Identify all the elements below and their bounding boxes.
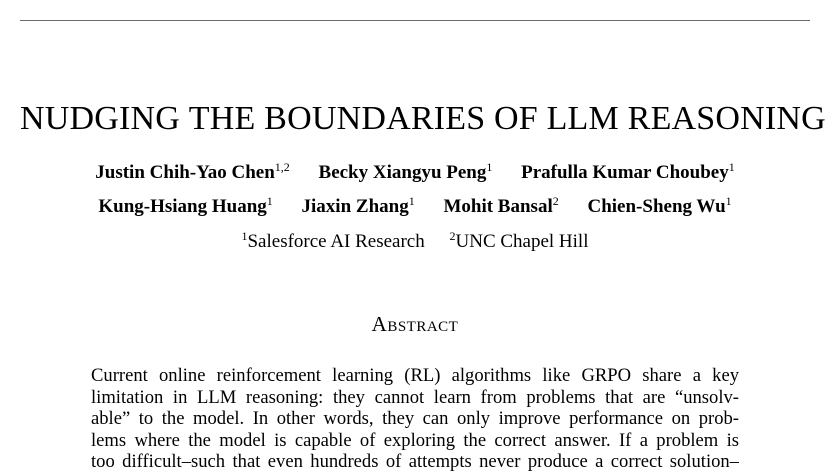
author-list-row-2: Kung-Hsiang Huang1 Jiaxin Zhang1 Mohit B… [0,194,830,218]
author-affiliation-mark: 1,2 [274,160,290,174]
abstract-line: Current online reinforcement learning (R… [91,365,739,386]
paper-title: NUDGING THE BOUNDARIES OF LLM REASONING [20,100,826,137]
author-affiliation-mark: 1 [486,160,493,174]
affiliation: 1Salesforce AI Research [241,229,425,252]
author: Chien-Sheng Wu1 [587,194,732,217]
affiliation: 2UNC Chapel Hill [449,229,589,252]
author: Prafulla Kumar Choubey1 [521,160,735,183]
author-affiliation-mark: 2 [552,194,559,208]
author: Jiaxin Zhang1 [301,194,415,217]
abstract-line: able” to the model. In other words, they… [91,408,739,429]
author-list-row-1: Justin Chih-Yao Chen1,2 Becky Xiangyu Pe… [0,160,830,184]
top-rule [20,20,810,21]
affiliation-mark: 1 [241,229,248,243]
abstract-line: limitation in LLM reasoning: they cannot… [91,386,739,408]
author-affiliation-mark: 1 [408,194,415,208]
author-affiliation-mark: 1 [725,194,732,208]
abstract-body: Current online reinforcement learning (R… [91,365,739,473]
author-affiliation-mark: 1 [728,160,735,174]
abstract-line: lems where the model is capable of explo… [91,429,739,451]
author-affiliation-mark: 1 [266,194,273,208]
author: Becky Xiangyu Peng1 [318,160,493,183]
abstract-line: too difficult–such that even hundreds of… [91,451,739,472]
author: Mohit Bansal2 [443,194,559,217]
author: Kung-Hsiang Huang1 [98,194,273,217]
abstract-heading: Abstract [371,312,459,336]
affiliation-list: 1Salesforce AI Research 2UNC Chapel Hill [0,229,830,253]
affiliation-mark: 2 [449,229,456,243]
author: Justin Chih-Yao Chen1,2 [95,160,290,183]
